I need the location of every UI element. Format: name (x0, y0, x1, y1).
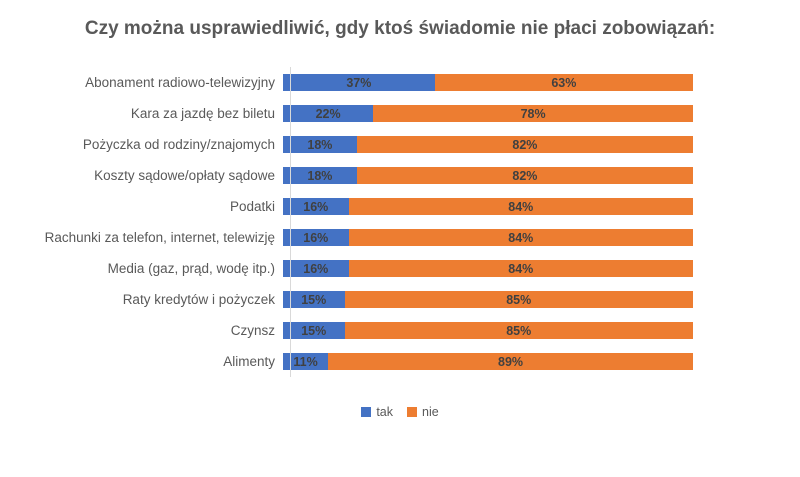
bar-segment-tak: 16% (283, 229, 349, 246)
bar-segment-nie: 63% (434, 74, 693, 91)
legend-item-nie: nie (407, 405, 439, 419)
bar-segment-nie: 85% (344, 291, 693, 308)
value-label-nie: 82% (512, 137, 538, 152)
bar-segment-nie: 78% (373, 105, 693, 122)
category-label: Koszty sądowe/opłaty sądowe (94, 168, 275, 183)
legend: tak nie (0, 405, 800, 419)
bar-track: 16% 84% (283, 260, 693, 277)
bar-segment-tak: 37% (283, 74, 435, 91)
category-label: Podatki (229, 199, 275, 214)
bar-segment-tak: 18% (283, 136, 357, 153)
bar-segment-nie: 89% (328, 353, 693, 370)
legend-swatch-tak-icon (361, 407, 372, 417)
plot-area: Abonament radiowo-telewizyjny 37% 63% Kara … (0, 67, 800, 377)
category-label: Kara za jazdę bez biletu (130, 106, 275, 121)
bar-segment-nie: 84% (348, 198, 693, 215)
chart-row: Podatki 16% 84% (0, 191, 800, 222)
value-label-tak: 15% (301, 323, 327, 338)
bar-segment-nie: 84% (348, 229, 693, 246)
bar-segment-tak: 18% (283, 167, 357, 184)
chart-row: Media (gaz, prąd, wodę itp.) 16% 84% (0, 253, 800, 284)
bar-track: 16% 84% (283, 198, 693, 215)
value-label-nie: 63% (551, 75, 577, 90)
legend-item-tak: tak (361, 405, 393, 419)
chart-row: Kara za jazdę bez biletu 22% 78% (0, 98, 800, 129)
value-label-tak: 16% (303, 261, 329, 276)
chart-row: Koszty sądowe/opłaty sądowe 18% 82% (0, 160, 800, 191)
bar-track: 15% 85% (283, 291, 693, 308)
bar-track: 11% 89% (283, 353, 693, 370)
chart-row: Pożyczka od rodziny/znajomych 18% 82% (0, 129, 800, 160)
value-label-tak: 37% (346, 75, 372, 90)
chart-row: Czynsz 15% 85% (0, 315, 800, 346)
category-label: Rachunki za telefon, internet, telewizję (44, 230, 275, 245)
legend-swatch-nie-icon (407, 407, 417, 417)
value-label-tak: 16% (303, 199, 329, 214)
bar-segment-tak: 15% (283, 291, 345, 308)
category-label: Pożyczka od rodziny/znajomych (82, 137, 275, 152)
value-label-tak: 11% (293, 354, 318, 369)
bar-segment-tak: 16% (283, 198, 349, 215)
value-label-nie: 84% (508, 261, 534, 276)
y-axis-line (290, 67, 291, 377)
value-label-nie: 89% (498, 354, 524, 369)
bar-track: 18% 82% (283, 167, 693, 184)
chart-row: Rachunki za telefon, internet, telewizję… (0, 222, 800, 253)
value-label-tak: 15% (301, 292, 327, 307)
bar-segment-tak: 22% (283, 105, 374, 122)
bar-segment-nie: 82% (356, 167, 693, 184)
chart-row: Alimenty 11% 89% (0, 346, 800, 377)
bar-track: 15% 85% (283, 322, 693, 339)
value-label-tak: 16% (303, 230, 329, 245)
bar-segment-tak: 15% (283, 322, 345, 339)
value-label-nie: 78% (520, 106, 546, 121)
value-label-nie: 84% (508, 230, 534, 245)
category-label: Media (gaz, prąd, wodę itp.) (107, 261, 275, 276)
chart-title: Czy można usprawiedliwić, gdy ktoś świad… (84, 18, 716, 39)
category-label: Raty kredytów i pożyczek (122, 292, 275, 307)
bar-track: 22% 78% (283, 105, 693, 122)
bar-track: 18% 82% (283, 136, 693, 153)
value-label-nie: 85% (506, 292, 532, 307)
chart-row: Raty kredytów i pożyczek 15% 85% (0, 284, 800, 315)
value-label-tak: 18% (307, 168, 333, 183)
category-label: Czynsz (230, 323, 275, 338)
bar-segment-nie: 84% (348, 260, 693, 277)
bar-segment-tak: 11% (283, 353, 329, 370)
value-label-nie: 82% (512, 168, 538, 183)
chart-row: Abonament radiowo-telewizyjny 37% 63% (0, 67, 800, 98)
legend-label-tak: tak (376, 405, 393, 419)
category-label: Abonament radiowo-telewizyjny (85, 75, 275, 90)
bar-track: 37% 63% (283, 74, 693, 91)
category-label: Alimenty (223, 354, 275, 369)
bar-segment-nie: 85% (344, 322, 693, 339)
value-label-nie: 84% (508, 199, 534, 214)
bar-segment-tak: 16% (283, 260, 349, 277)
bar-track: 16% 84% (283, 229, 693, 246)
value-label-tak: 22% (315, 106, 341, 121)
bar-segment-nie: 82% (356, 136, 693, 153)
legend-label-nie: nie (422, 405, 439, 419)
value-label-nie: 85% (506, 323, 532, 338)
value-label-tak: 18% (307, 137, 333, 152)
stacked-bar-chart: Czy można usprawiedliwić, gdy ktoś świad… (0, 14, 800, 477)
